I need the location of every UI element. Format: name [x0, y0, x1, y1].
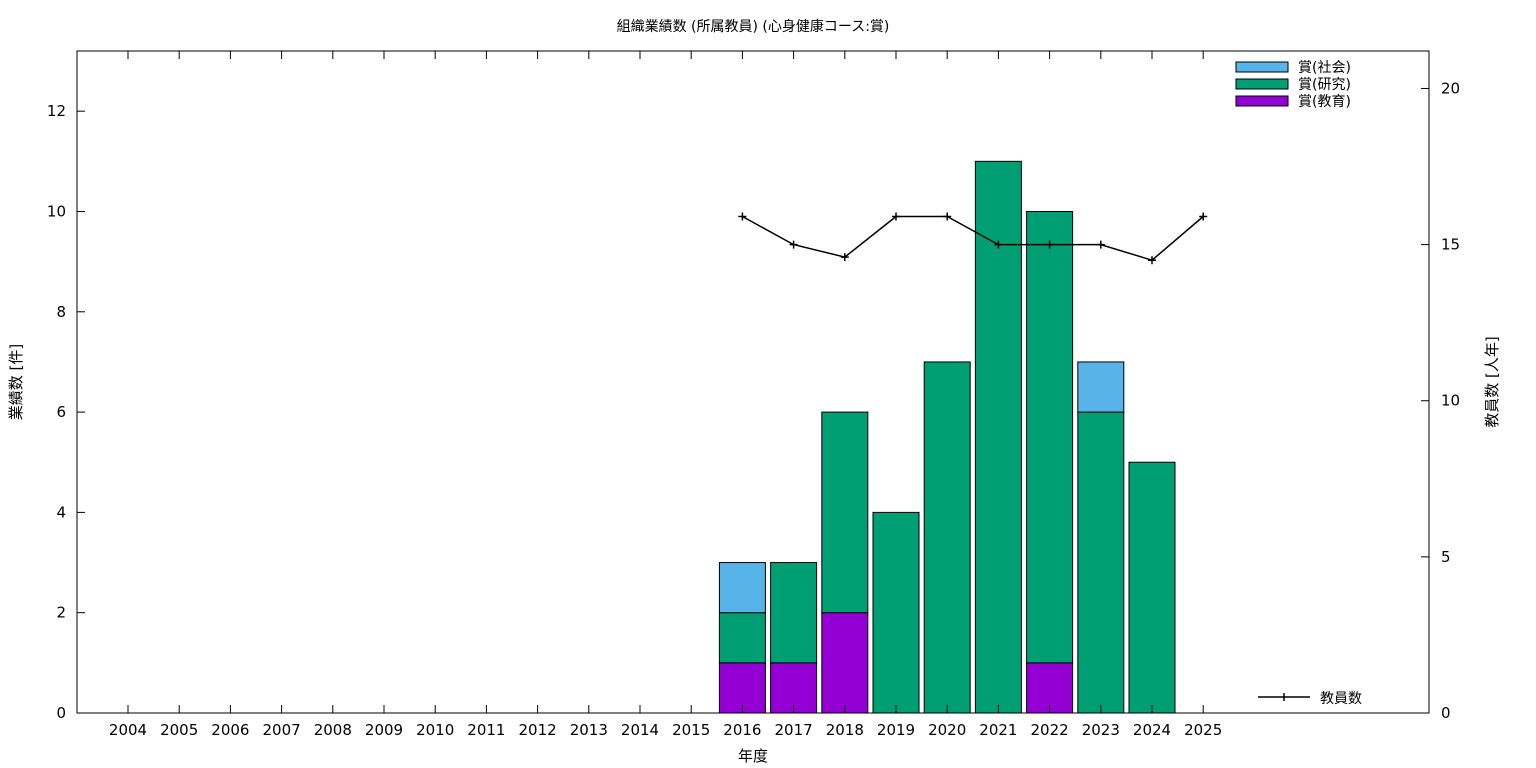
- legend-label-teacher-count: 教員数: [1320, 691, 1362, 707]
- y2-tick-label: 5: [1441, 548, 1451, 566]
- legend-swatch-0: [1235, 95, 1289, 107]
- x-axis-label: 年度: [738, 747, 768, 765]
- legend-swatch-1: [1235, 78, 1289, 90]
- x-tick-label: 2007: [263, 721, 301, 739]
- chart-title: 組織業績数 (所属教員) (心身健康コース:賞): [617, 18, 890, 35]
- y2-tick-label: 10: [1441, 392, 1460, 410]
- teacher-count-point: [738, 212, 747, 221]
- legend-label-0: 賞(教育): [1298, 94, 1351, 110]
- bar-2020-series-1: [923, 361, 971, 714]
- bar-2023-series-1: [1077, 411, 1125, 714]
- x-tick-label: 2008: [314, 721, 352, 739]
- x-tick-label: 2014: [621, 721, 659, 739]
- bar-2016-series-1: [718, 612, 766, 664]
- teacher-count-point: [1045, 240, 1054, 249]
- x-tick-label: 2025: [1184, 721, 1222, 739]
- bars: [718, 160, 1176, 714]
- y2-axis-label: 教員数 [人年]: [1483, 336, 1501, 427]
- x-tick-label: 2017: [775, 721, 813, 739]
- bar-2022-series-1: [1026, 210, 1074, 664]
- y-tick-label: 2: [56, 604, 66, 622]
- teacher-count-point: [1148, 256, 1156, 265]
- y-tick-label: 12: [47, 102, 66, 120]
- x-tick-label: 2020: [928, 721, 966, 739]
- x-tick-label: 2015: [672, 721, 710, 739]
- teacher-count-point: [994, 240, 1003, 249]
- bar-2019-series-1: [872, 511, 920, 714]
- teacher-count-point: [892, 212, 900, 221]
- y-axis-label: 業績数 [件]: [7, 344, 25, 420]
- bar-2018-series-1: [821, 411, 869, 614]
- x-tick-label: 2005: [160, 721, 198, 739]
- y-tick-label: 4: [56, 503, 66, 521]
- x-tick-label: 2021: [979, 721, 1017, 739]
- teacher-count-point: [789, 240, 798, 249]
- teacher-count-polyline: [742, 215, 1204, 262]
- y-tick-label: 0: [56, 704, 66, 722]
- x-tick-label: 2016: [723, 721, 761, 739]
- teacher-count-point: [1096, 240, 1105, 249]
- x-tick-label: 2006: [211, 721, 249, 739]
- y2-tick-label: 0: [1441, 704, 1451, 722]
- teacher-count-point: [840, 253, 849, 262]
- y2-tick-label: 15: [1441, 236, 1460, 254]
- x-tick-label: 2019: [877, 721, 915, 739]
- bar-2024-series-1: [1128, 461, 1176, 714]
- bar-2018-series-0: [821, 612, 869, 714]
- bar-2017-series-0: [770, 662, 818, 714]
- bar-2023-series-2: [1077, 361, 1125, 413]
- x-tick-label: 2012: [519, 721, 557, 739]
- teacher-count-point: [1199, 212, 1208, 221]
- teacher-count-line: [738, 212, 1208, 265]
- x-tick-label: 2004: [109, 721, 147, 739]
- legend-label-2: 賞(社会): [1298, 60, 1351, 76]
- bar-2017-series-1: [770, 562, 818, 664]
- y-tick-label: 10: [47, 202, 66, 220]
- legend-swatch-2: [1235, 61, 1289, 73]
- x-tick-label: 2023: [1082, 721, 1120, 739]
- x-tick-label: 2024: [1133, 721, 1171, 739]
- x-tick-label: 2011: [467, 721, 505, 739]
- legend: 賞(社会)賞(研究)賞(教育) 教員数: [1235, 60, 1362, 707]
- bar-2021-series-1: [974, 160, 1022, 714]
- y2-tick-label: 20: [1441, 79, 1460, 97]
- bar-2016-series-2: [718, 562, 766, 614]
- x-tick-label: 2010: [416, 721, 454, 739]
- legend-label-1: 賞(研究): [1298, 77, 1351, 93]
- bar-2022-series-0: [1026, 662, 1074, 714]
- y-tick-label: 8: [56, 303, 66, 321]
- x-tick-label: 2018: [826, 721, 864, 739]
- x-tick-label: 2013: [570, 721, 608, 739]
- axes: 2004 2005 2006 2007 2008 2009 2010 2011 2012 2013…: [47, 51, 1460, 739]
- x-tick-label: 2009: [365, 721, 403, 739]
- y-tick-label: 6: [56, 403, 66, 421]
- teacher-count-point: [943, 212, 952, 221]
- x-tick-label: 2022: [1031, 721, 1069, 739]
